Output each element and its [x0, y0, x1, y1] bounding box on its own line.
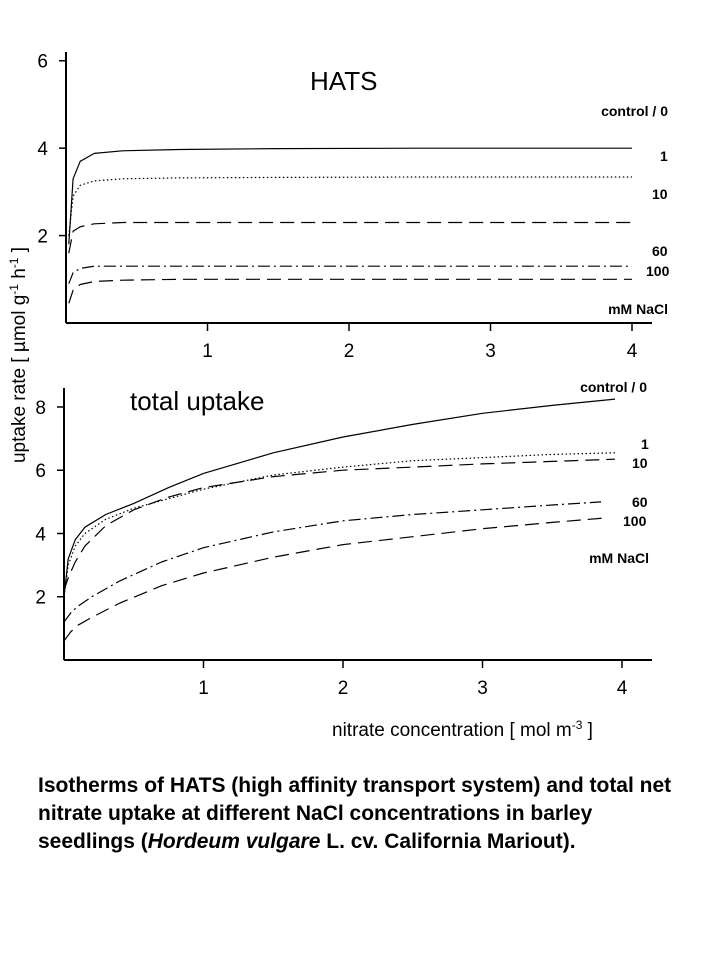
- y-axis-label-sup2: -1: [7, 257, 21, 268]
- caption-part2: L. cv. California Mariout).: [320, 830, 576, 854]
- total-label-1: 1: [641, 436, 649, 452]
- hats-series-line-4-100: [68, 278, 632, 304]
- total-y-tick-label-4: 4: [35, 524, 46, 545]
- y-axis-label-main: uptake rate [ µmol g: [9, 295, 30, 463]
- hats-x-tick-label-2: 2: [344, 341, 355, 362]
- total-series-line-4-100: [63, 517, 609, 642]
- hats-ticks: 1 2 3 4 2 4 6: [37, 52, 637, 362]
- caption-part1: Isotherms of HATS (high affinity transpo…: [38, 774, 672, 854]
- total-series-line-2-10: [63, 458, 616, 591]
- y-axis-label: uptake rate [ µmol g-1 h-1 ]: [7, 247, 30, 463]
- hats-series-line-2: [68, 221, 632, 254]
- hats-series-line-0-1: [68, 147, 632, 245]
- total-uptake-panel: 1 2 3 4 2 4 6 8 total uptake control / 0 1 10 6…: [35, 379, 652, 699]
- total-x-tick-label-3: 3: [477, 678, 488, 699]
- total-series-line-3-60: [63, 501, 602, 623]
- hats-series-line-3-60: [68, 265, 632, 284]
- total-series-lines: [63, 398, 616, 642]
- x-axis-label-end: ]: [582, 720, 593, 741]
- total-y-tick-label-8: 8: [35, 398, 46, 419]
- total-y-tick-label-2: 2: [35, 588, 46, 609]
- total-label-60: 60: [632, 494, 648, 510]
- total-series-line-0: [63, 398, 616, 597]
- hats-title: HATS: [310, 66, 377, 96]
- total-series-line-1-1: [63, 452, 616, 597]
- total-x-tick-label-1: 1: [198, 678, 209, 699]
- total-ticks: 1 2 3 4 2 4 6 8: [35, 398, 627, 699]
- hats-series-line-1-10: [68, 176, 632, 236]
- hats-series-lines: [68, 147, 632, 304]
- hats-legend-footer: mM NaCl: [608, 301, 668, 317]
- total-label-10: 10: [632, 455, 648, 471]
- y-axis-label-sup1: -1: [7, 284, 21, 295]
- total-x-tick-label-2: 2: [338, 678, 349, 699]
- hats-label-60: 60: [652, 243, 668, 259]
- hats-y-tick-label-2: 2: [37, 227, 48, 248]
- hats-y-tick-label-6: 6: [37, 52, 48, 73]
- total-legend-footer: mM NaCl: [589, 550, 649, 566]
- total-title: total uptake: [130, 386, 264, 416]
- caption-species: Hordeum vulgare: [147, 830, 321, 854]
- total-x-tick-label-4: 4: [617, 678, 628, 699]
- hats-panel: 1 2 3 4 2 4 6 HATS control / 0 1 10 60 100 mM …: [37, 52, 669, 362]
- figure-caption: Isotherms of HATS (high affinity transpo…: [38, 772, 688, 856]
- x-axis-label: nitrate concentration [ mol m-3 ]: [332, 718, 593, 741]
- x-axis-label-main: nitrate concentration [ mol m: [332, 720, 572, 741]
- hats-y-tick-label-4: 4: [37, 139, 48, 160]
- x-axis-label-sup: -3: [572, 718, 583, 732]
- hats-label-100: 100: [646, 263, 670, 279]
- total-y-tick-label-6: 6: [35, 461, 46, 482]
- hats-legend-header: control / 0: [601, 103, 668, 119]
- y-axis-label-mid: h: [9, 268, 30, 284]
- total-legend-header: control / 0: [580, 379, 647, 395]
- y-axis-label-end: ]: [9, 247, 30, 258]
- total-label-100: 100: [623, 513, 647, 529]
- hats-label-10: 10: [652, 186, 668, 202]
- hats-x-tick-label-3: 3: [485, 341, 496, 362]
- hats-x-tick-label-1: 1: [202, 341, 213, 362]
- hats-label-1: 1: [660, 148, 668, 164]
- hats-x-tick-label-4: 4: [627, 341, 638, 362]
